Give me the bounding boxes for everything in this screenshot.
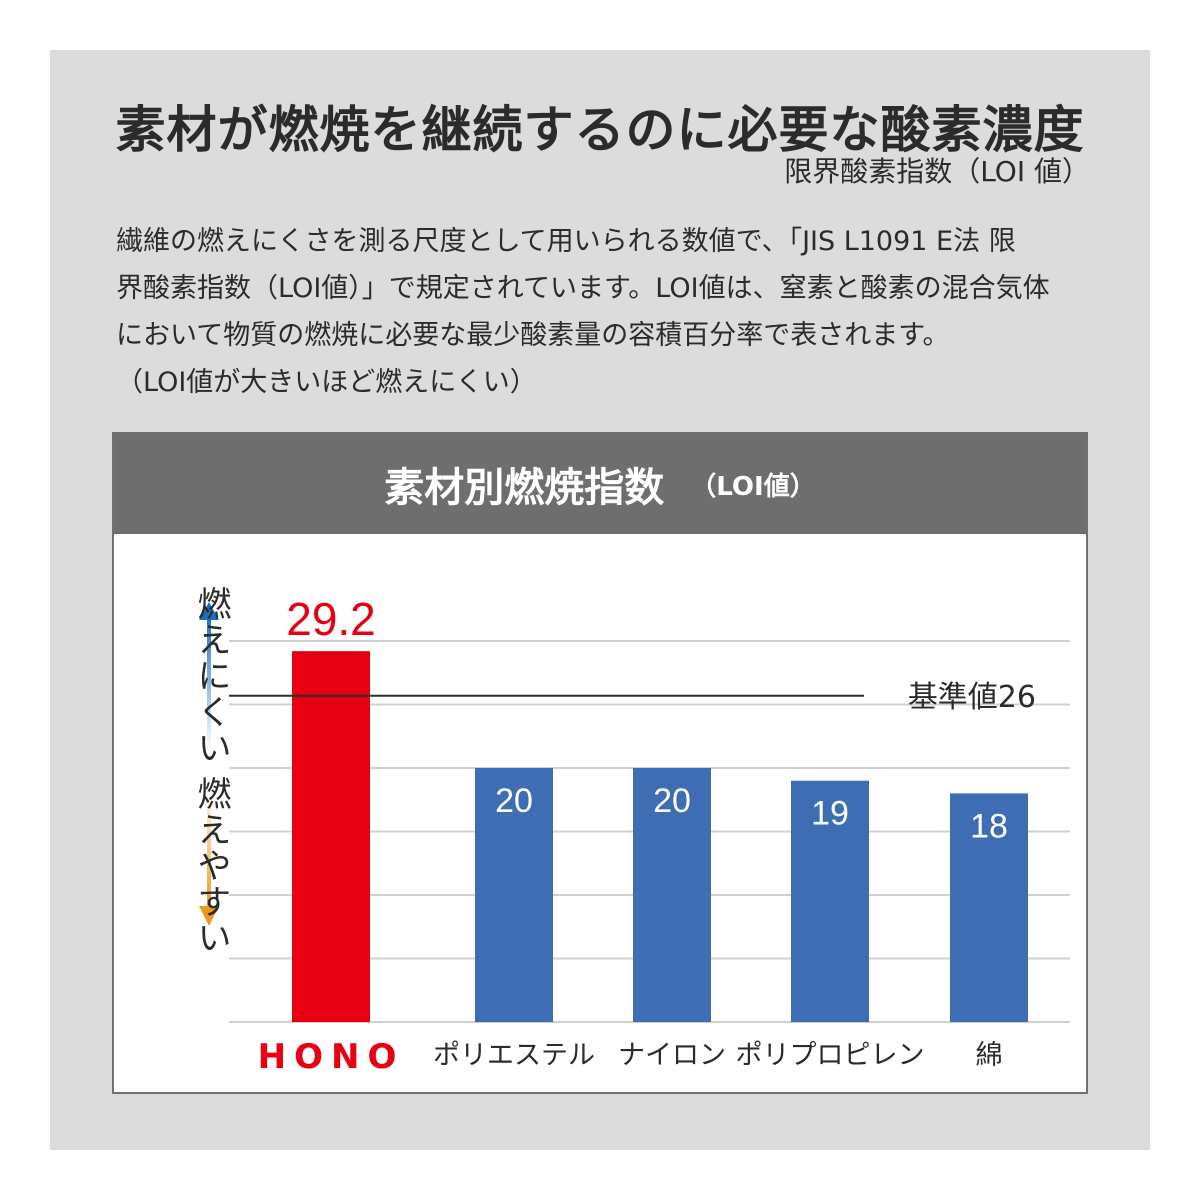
chart-unit: （LOI値） — [690, 471, 816, 502]
category-label: HONO — [258, 1037, 405, 1077]
description-line: 繊維の燃えにくさを測る尺度として用いられる数値で、「JIS L1091 E法 限 — [116, 226, 1016, 257]
description: 繊維の燃えにくさを測る尺度として用いられる数値で、「JIS L1091 E法 限… — [116, 218, 1096, 406]
data-label: 19 — [811, 795, 849, 833]
bar — [292, 651, 370, 1022]
data-label: 29.2 — [286, 593, 376, 645]
bar — [475, 768, 553, 1022]
bar — [791, 780, 869, 1022]
chart-header: 素材別燃焼指数 （LOI値） — [114, 434, 1086, 534]
bar-chart: 29.2 HONO 20 ポリエステル 20 ナイロン 19 ポリプロピレン 18 綿 基準値26 — [199, 593, 1070, 1077]
arrow-up-shaft — [207, 614, 211, 750]
bar — [950, 793, 1028, 1022]
data-label: 20 — [495, 782, 533, 820]
category-label: ポリプロピレン — [736, 1040, 925, 1071]
description-line: において物質の燃焼に必要な最少酸素量の容積百分率で表されます。 — [116, 320, 950, 351]
category-label: 綿 — [976, 1040, 1003, 1071]
arrow-down-icon — [199, 906, 219, 926]
side-label-flammable: 燃えやすい — [191, 776, 231, 956]
description-line: （LOI値が大きいほど燃えにくい） — [116, 367, 537, 398]
page-title: 素材が燃焼を継続するのに必要な酸素濃度 — [115, 101, 1085, 159]
data-label: 20 — [653, 782, 691, 820]
chart-container: 素材別燃焼指数 （LOI値） 29.2 HONO 20 ポリエステル 20 ナイロン 19 ポ… — [112, 432, 1088, 1094]
reference-line-label: 基準値26 — [908, 680, 1036, 715]
data-label: 18 — [970, 807, 1008, 845]
arrow-up-icon — [199, 602, 219, 620]
chart-title: 素材別燃焼指数 — [384, 465, 665, 511]
bar — [633, 768, 711, 1022]
category-label: ナイロン — [618, 1040, 726, 1071]
main-panel: 素材が燃焼を継続するのに必要な酸素濃度 限界酸素指数（LOI 値） 繊維の燃えに… — [50, 50, 1150, 1150]
side-label-resistant: 燃えにくい — [191, 586, 231, 766]
page-subtitle: 限界酸素指数（LOI 値） — [784, 155, 1090, 188]
description-line: 界酸素指数（LOI値）」で規定されています。LOI値は、窒素と酸素の混合気体 — [116, 273, 1050, 304]
arrow-down-shaft — [207, 784, 211, 912]
category-label: ポリエステル — [433, 1040, 595, 1071]
